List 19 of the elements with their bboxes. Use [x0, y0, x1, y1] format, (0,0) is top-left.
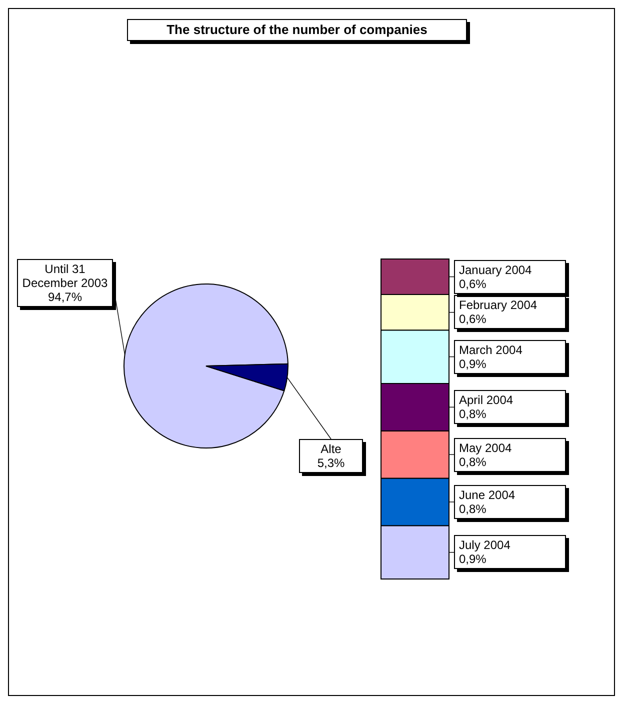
- data-label: 0,6%: [459, 276, 488, 291]
- series-label: March 2004: [459, 342, 524, 357]
- series-label: May 2004: [459, 440, 513, 455]
- data-label: 0,6%: [459, 312, 488, 326]
- slice-label: Until 31 December 2003: [21, 262, 109, 290]
- data-label: 0,9%: [459, 356, 488, 371]
- data-label: 0,8%: [459, 502, 488, 516]
- data-label: 5,3%: [316, 456, 346, 470]
- series-label: January 2004: [459, 262, 533, 277]
- data-label: 94,7%: [46, 290, 84, 304]
- series-label: July 2004: [459, 538, 512, 552]
- slice-label: Alte: [320, 442, 342, 456]
- data-label: 0,9%: [459, 552, 488, 566]
- series-label: June 2004: [459, 488, 516, 502]
- data-label: 0,8%: [459, 407, 488, 422]
- series-label: February 2004: [459, 298, 538, 312]
- data-label: 0,8%: [459, 454, 488, 469]
- chart-title: The structure of the number of companies: [127, 19, 467, 41]
- series-label: April 2004: [459, 393, 514, 408]
